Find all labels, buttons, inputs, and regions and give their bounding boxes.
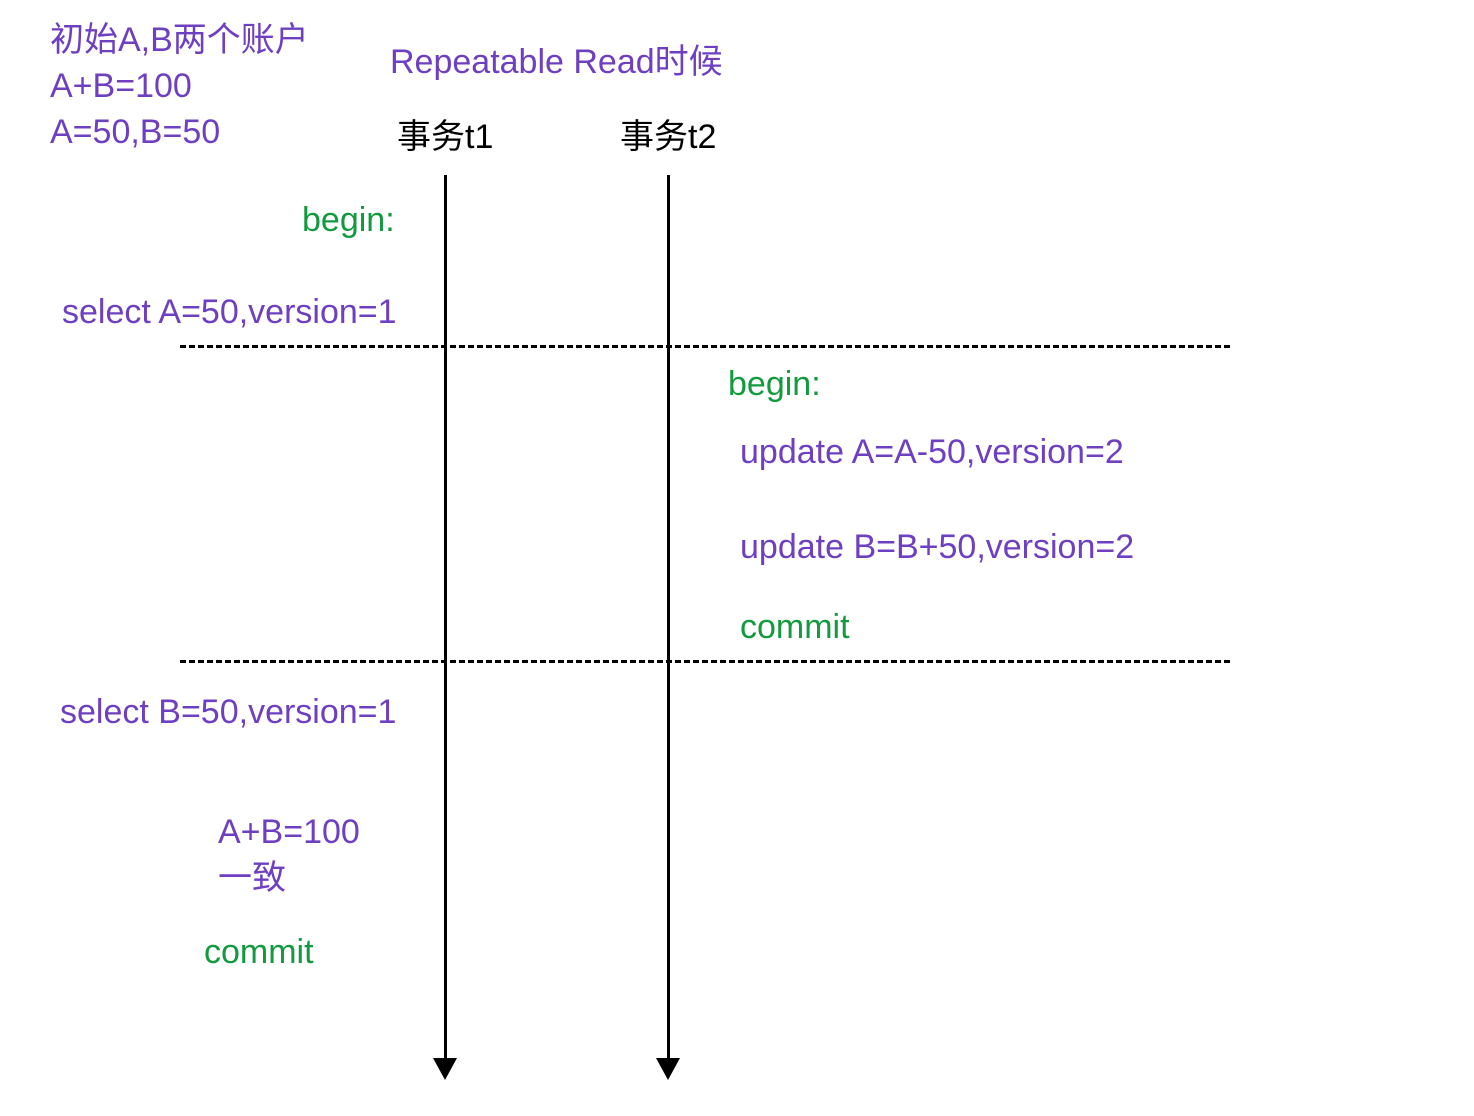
t2-commit: commit bbox=[740, 605, 850, 651]
t2-update-a: update A=A-50,version=2 bbox=[740, 430, 1124, 476]
diagram-stage: 事务t1 事务t2 初始A,B两个账户 A+B=100 A=50,B=50 Repea… bbox=[0, 0, 1474, 1116]
t1-select-b: select B=50,version=1 bbox=[60, 690, 396, 736]
t2-update-b: update B=B+50,version=2 bbox=[740, 525, 1134, 571]
t1-sum: A+B=100 一致 bbox=[218, 810, 360, 902]
dashed-separator-0 bbox=[180, 345, 1230, 348]
timeline-arrow-t2 bbox=[656, 1058, 680, 1080]
timeline-line-t1 bbox=[444, 175, 447, 1060]
timeline-label-t1: 事务t1 bbox=[397, 115, 493, 161]
timeline-line-t2 bbox=[667, 175, 670, 1060]
t1-commit: commit bbox=[204, 930, 314, 976]
t2-begin: begin: bbox=[728, 362, 821, 408]
title: Repeatable Read时候 bbox=[390, 40, 723, 86]
init-state: 初始A,B两个账户 A+B=100 A=50,B=50 bbox=[50, 18, 309, 156]
timeline-arrow-t1 bbox=[433, 1058, 457, 1080]
t1-select-a: select A=50,version=1 bbox=[62, 290, 397, 336]
dashed-separator-1 bbox=[180, 660, 1230, 663]
timeline-label-t2: 事务t2 bbox=[620, 115, 716, 161]
t1-begin: begin: bbox=[302, 198, 395, 244]
